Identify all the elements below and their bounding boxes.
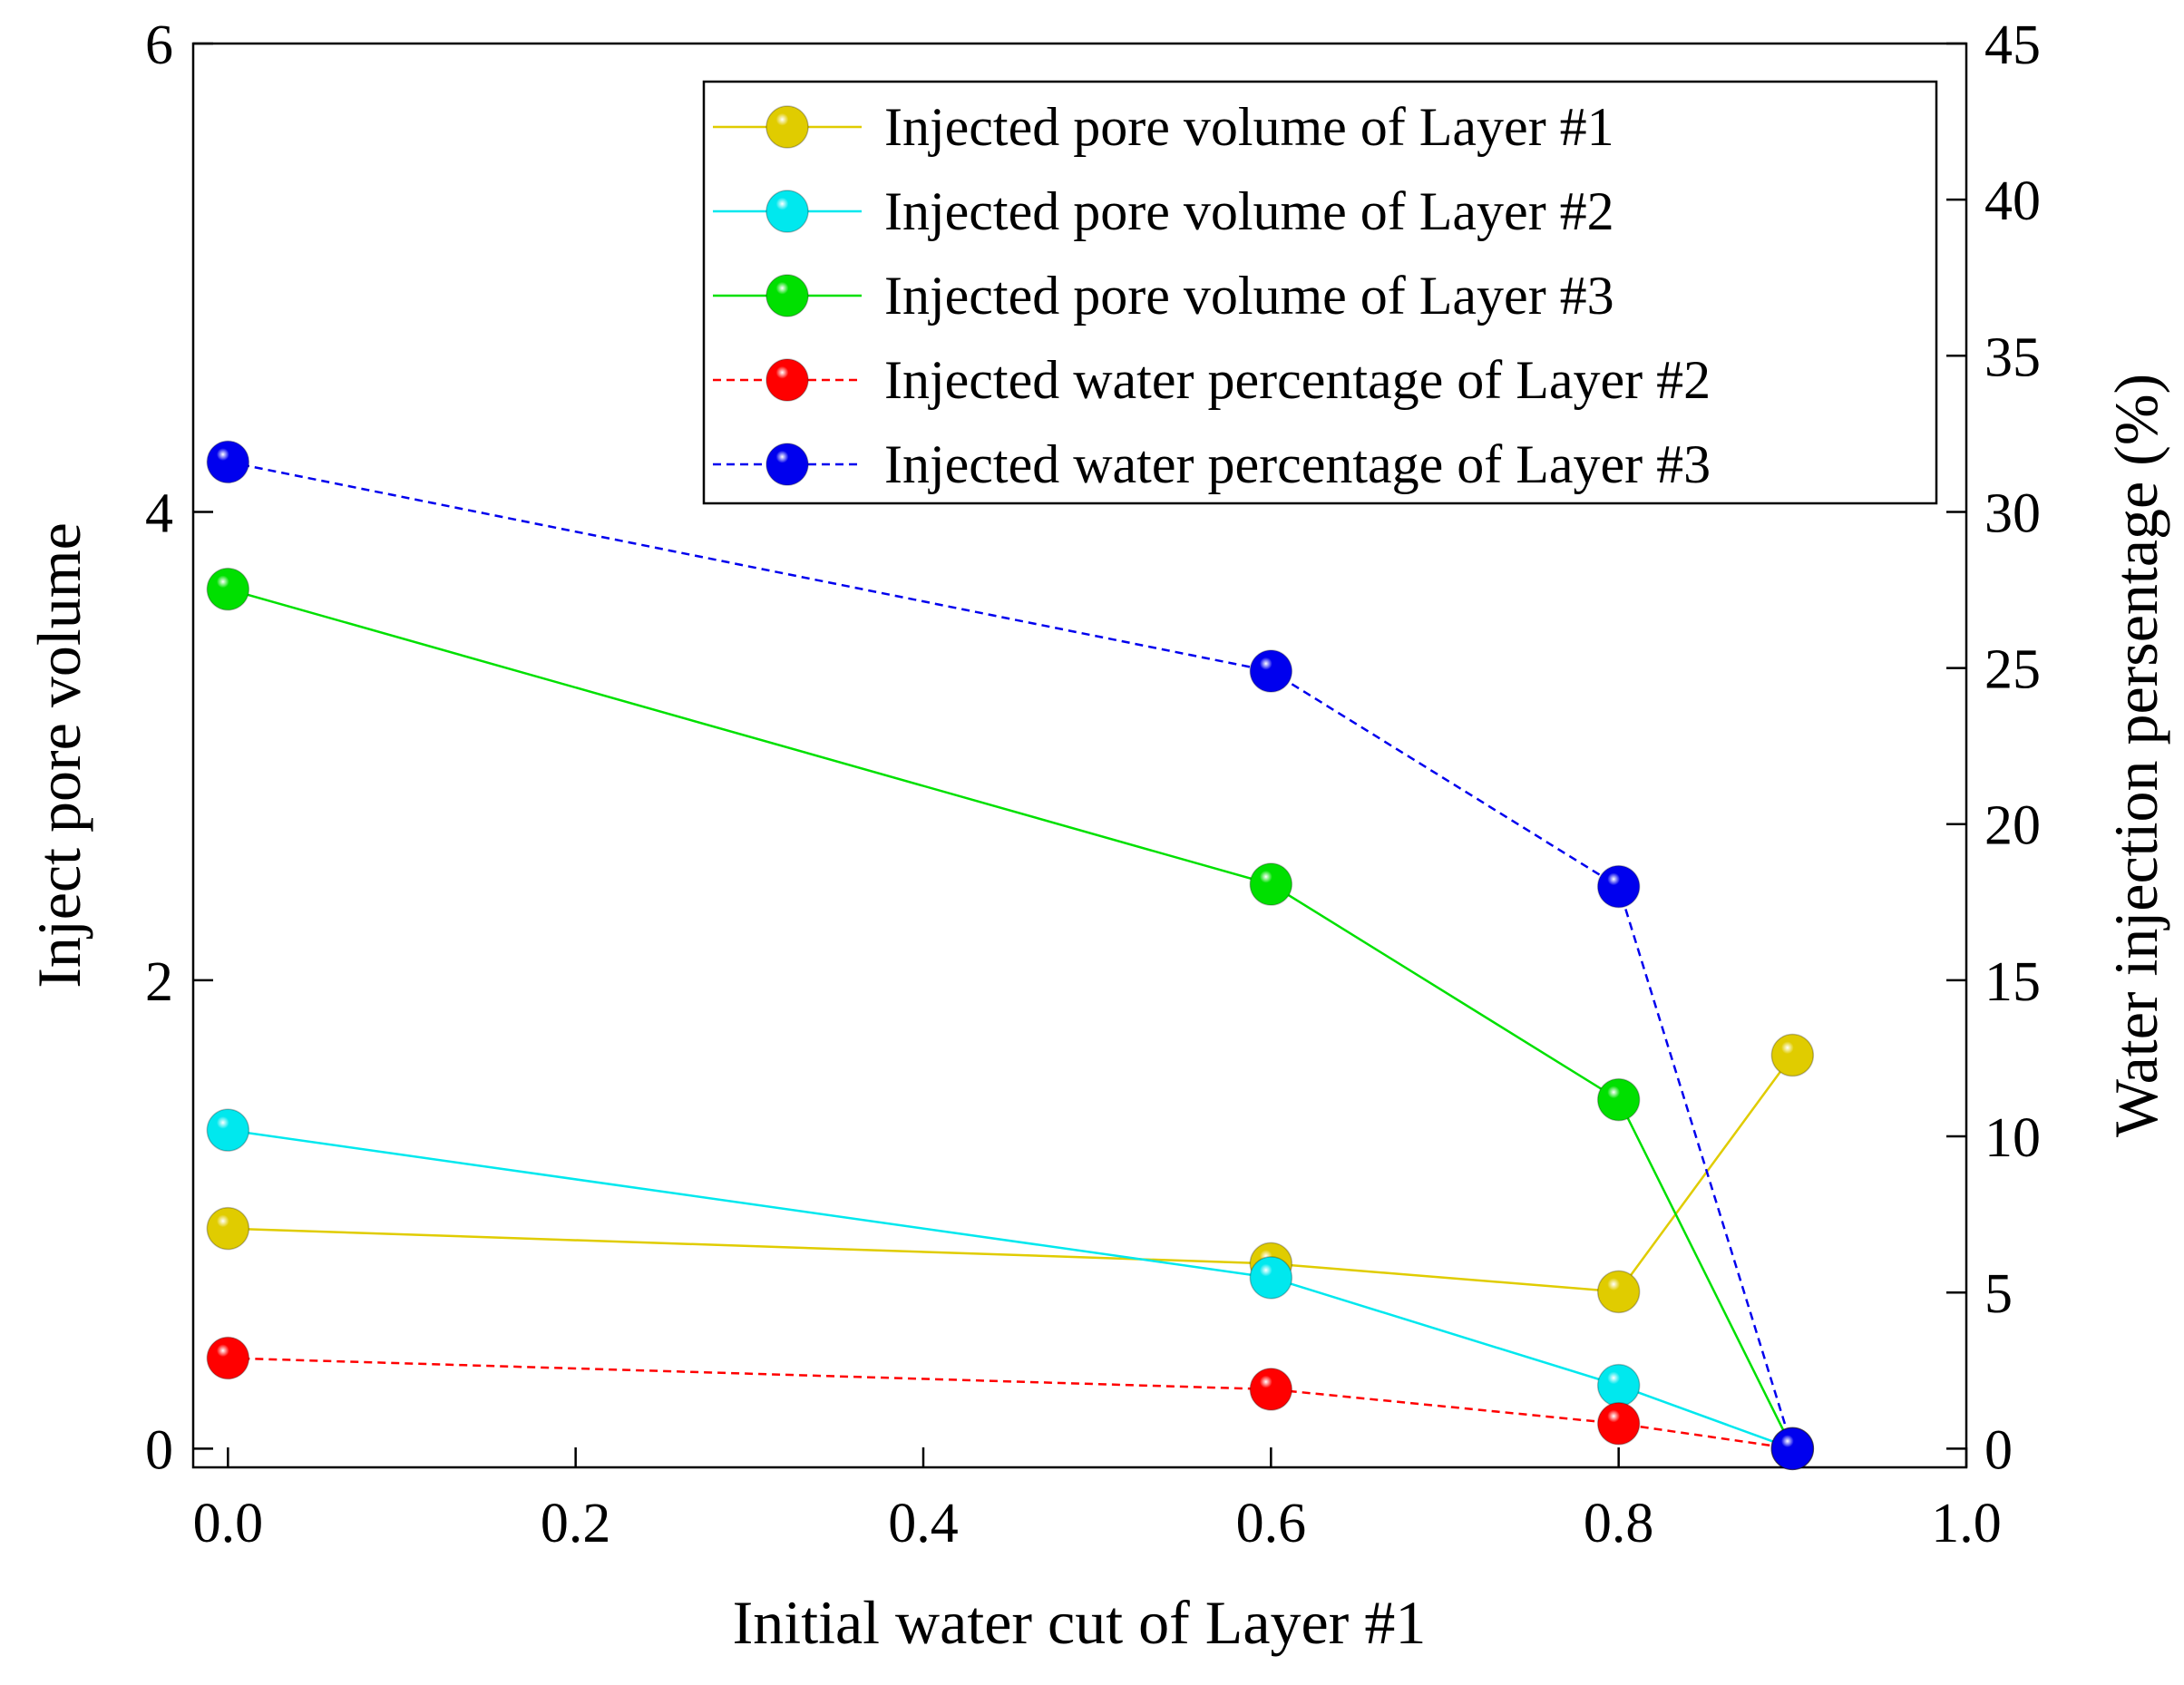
y2-axis-title: Water injection persentage (%) <box>2101 374 2170 1137</box>
legend-item: Injected pore volume of Layer #1 <box>713 97 1614 157</box>
data-point <box>206 567 250 611</box>
y2-tick-label: 10 <box>1984 1107 2041 1169</box>
y-axis-left: 0 2 4 6 <box>145 15 213 1481</box>
y2-tick-label: 0 <box>1984 1419 2013 1481</box>
data-point <box>1596 864 1641 909</box>
data-point <box>1249 862 1293 906</box>
x-tick-label: 0.0 <box>193 1493 264 1554</box>
data-point <box>206 1206 250 1251</box>
data-point <box>206 1108 250 1152</box>
legend-marker <box>765 105 809 149</box>
plot-frame <box>191 42 1968 1469</box>
legend-item: Injected pore volume of Layer #2 <box>713 181 1614 241</box>
x-tick-label: 0.8 <box>1584 1493 1654 1554</box>
y-tick-label: 2 <box>145 951 173 1013</box>
legend-item: Injected water percentage of Layer #3 <box>713 434 1711 494</box>
legend: Injected pore volume of Layer #1 Injected… <box>702 80 1938 505</box>
series-line <box>227 588 1794 1449</box>
data-point <box>1596 1270 1641 1314</box>
series-line <box>228 1128 1793 1450</box>
y-tick-label: 4 <box>145 482 173 544</box>
data-point <box>1596 1363 1641 1407</box>
y-tick-label: 0 <box>145 1419 173 1481</box>
data-point <box>1770 1033 1815 1077</box>
legend-item: Injected pore volume of Layer #3 <box>713 266 1614 326</box>
series-line <box>228 461 1794 1449</box>
y2-tick-label: 40 <box>1984 170 2041 232</box>
legend-marker <box>765 190 809 233</box>
y2-tick-label: 15 <box>1984 951 2041 1013</box>
x-tick-label: 0.2 <box>541 1493 611 1554</box>
x-axis-title: Initial water cut of Layer #1 <box>733 1588 1427 1657</box>
data-point <box>1249 649 1293 693</box>
x-axis: 0.0 0.2 0.4 0.6 0.8 1.0 <box>193 1447 2002 1554</box>
legend-marker <box>765 358 809 402</box>
data-point <box>206 1336 250 1380</box>
data-point <box>1596 1077 1641 1122</box>
legend-marker <box>765 443 809 486</box>
series-3 <box>206 567 1815 1471</box>
y2-tick-label: 20 <box>1984 795 2041 857</box>
legend-label: Injected pore volume of Layer #3 <box>884 266 1614 326</box>
y2-tick-label: 5 <box>1984 1263 2013 1325</box>
data-point <box>206 440 250 484</box>
series-layer <box>206 440 1815 1471</box>
data-point <box>1770 1427 1815 1471</box>
legend-item: Injected water percentage of Layer #2 <box>713 350 1711 410</box>
x-tick-label: 0.6 <box>1236 1493 1307 1554</box>
data-point <box>1596 1402 1641 1446</box>
x-tick-label: 0.4 <box>888 1493 959 1554</box>
series-line <box>228 1054 1794 1293</box>
y2-tick-label: 45 <box>1984 15 2041 76</box>
series-5 <box>206 440 1815 1471</box>
legend-label: Injected water percentage of Layer #3 <box>884 434 1711 494</box>
legend-box <box>702 80 1938 505</box>
legend-label: Injected water percentage of Layer #2 <box>884 350 1711 410</box>
y2-tick-label: 25 <box>1984 639 2041 701</box>
x-tick-label: 1.0 <box>1931 1493 2002 1554</box>
series-1 <box>206 1033 1815 1314</box>
y2-tick-label: 30 <box>1984 482 2041 544</box>
y-tick-label: 6 <box>145 15 173 76</box>
y-axis-title: Inject pore volume <box>24 522 93 989</box>
legend-marker <box>765 274 809 317</box>
series-2 <box>206 1108 1815 1471</box>
data-point <box>1249 1256 1293 1300</box>
y2-tick-label: 35 <box>1984 326 2041 388</box>
y-axis-right: 0 5 10 15 20 25 30 35 40 45 <box>1946 15 2041 1481</box>
series-line <box>228 1357 1793 1450</box>
data-point <box>1249 1368 1293 1411</box>
legend-label: Injected pore volume of Layer #1 <box>884 97 1614 157</box>
legend-label: Injected pore volume of Layer #2 <box>884 181 1614 241</box>
series-4 <box>206 1336 1815 1471</box>
